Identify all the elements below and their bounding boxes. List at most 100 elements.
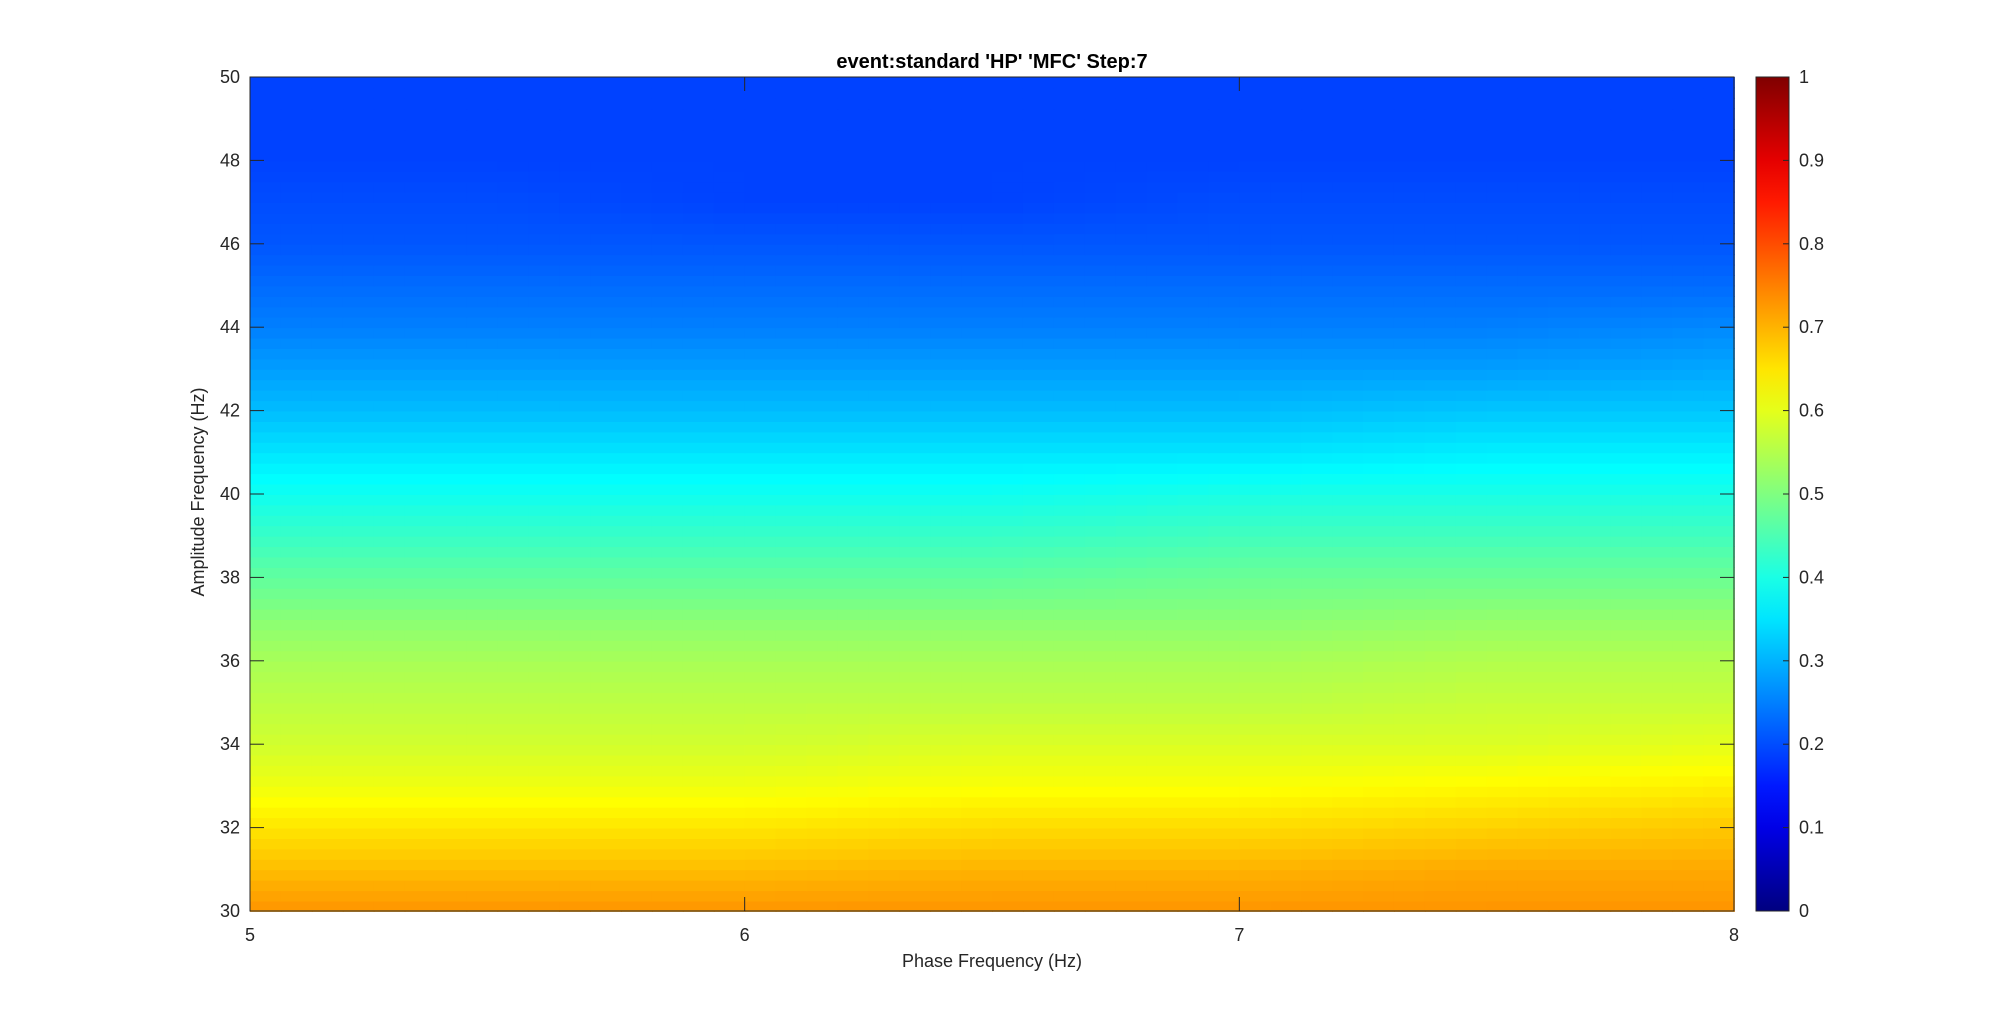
heatmap-cell — [899, 639, 932, 652]
heatmap-cell — [1022, 243, 1055, 256]
heatmap-cell — [1486, 452, 1519, 464]
heatmap-cell — [1393, 546, 1426, 558]
heatmap-cell — [497, 129, 530, 141]
heatmap-cell — [1332, 483, 1364, 495]
heatmap-cell — [528, 890, 561, 902]
heatmap-cell — [373, 796, 406, 808]
heatmap-cell — [311, 337, 344, 349]
heatmap-cell — [1208, 546, 1241, 558]
heatmap-cell — [1579, 608, 1612, 620]
heatmap-cell — [404, 900, 437, 912]
heatmap-cell — [1146, 108, 1179, 120]
heatmap-cell — [1703, 389, 1735, 402]
heatmap-cell — [466, 139, 499, 151]
heatmap-cell — [466, 275, 499, 287]
heatmap-cell — [250, 900, 282, 912]
heatmap-cell — [311, 775, 344, 787]
heatmap-cell — [682, 712, 715, 725]
heatmap-cell — [311, 796, 344, 808]
heatmap-cell — [497, 452, 530, 464]
heatmap-cell — [651, 243, 684, 256]
heatmap-cell — [1517, 264, 1550, 276]
heatmap-cell — [837, 316, 870, 329]
heatmap-cell — [1393, 494, 1426, 506]
heatmap-cell — [806, 129, 839, 141]
heatmap-cell — [1486, 566, 1519, 579]
heatmap-cell — [1177, 577, 1210, 589]
heatmap-cell — [1424, 254, 1457, 266]
heatmap-cell — [1053, 170, 1086, 183]
heatmap-cell — [1610, 671, 1643, 683]
heatmap-cell — [435, 139, 468, 151]
heatmap-cell — [1579, 566, 1612, 579]
heatmap-cell — [1455, 692, 1488, 704]
heatmap-cell — [806, 806, 839, 819]
heatmap-cell — [590, 97, 622, 110]
heatmap-cell — [1393, 337, 1426, 349]
heatmap-cell — [930, 285, 962, 297]
heatmap-cell — [1641, 692, 1674, 704]
heatmap-cell — [868, 400, 901, 412]
heatmap-cell — [713, 525, 746, 537]
heatmap-cell — [1455, 535, 1488, 548]
heatmap-cell — [930, 441, 962, 454]
heatmap-cell — [651, 264, 684, 276]
heatmap-cell — [590, 421, 622, 433]
heatmap-cell — [1455, 441, 1488, 454]
heatmap-cell — [1703, 671, 1735, 683]
heatmap-cell — [373, 118, 406, 131]
heatmap-cell — [1239, 556, 1272, 568]
heatmap-cell — [559, 149, 591, 162]
heatmap-cell — [1084, 796, 1117, 808]
heatmap-cell — [1672, 139, 1704, 151]
heatmap-cell — [1641, 660, 1674, 673]
heatmap-cell — [744, 337, 777, 349]
heatmap-cell — [280, 660, 313, 673]
heatmap-cell — [1610, 77, 1643, 89]
heatmap-cell — [1486, 608, 1519, 620]
heatmap-cell — [961, 733, 993, 746]
heatmap-cell — [1610, 97, 1643, 110]
heatmap-cell — [744, 838, 777, 850]
heatmap-cell — [435, 525, 468, 537]
heatmap-cell — [713, 681, 746, 693]
heatmap-cell — [1208, 441, 1241, 454]
heatmap-cell — [528, 431, 561, 443]
heatmap-cell — [280, 295, 313, 308]
heatmap-cell — [961, 181, 993, 193]
heatmap-cell — [682, 858, 715, 871]
heatmap-cell — [1641, 577, 1674, 589]
heatmap-cell — [1177, 785, 1210, 798]
heatmap-cell — [1455, 108, 1488, 120]
heatmap-cell — [1270, 650, 1303, 662]
heatmap-cell — [1022, 379, 1055, 391]
heatmap-cell — [961, 170, 993, 183]
heatmap-cell — [682, 514, 715, 527]
heatmap-cell — [250, 97, 282, 110]
heatmap-cell — [528, 212, 561, 224]
heatmap-cell — [311, 431, 344, 443]
heatmap-cell — [744, 858, 777, 871]
heatmap-cell — [1301, 285, 1333, 297]
heatmap-cell — [1703, 149, 1735, 162]
heatmap-cell — [404, 129, 437, 141]
heatmap-cell — [806, 754, 839, 766]
heatmap-cell — [404, 671, 437, 683]
heatmap-cell — [1053, 692, 1086, 704]
heatmap-cell — [559, 431, 591, 443]
heatmap-cell — [373, 327, 406, 339]
heatmap-cell — [435, 441, 468, 454]
heatmap-cell — [837, 848, 870, 860]
heatmap-cell — [1146, 295, 1179, 308]
heatmap-cell — [1672, 796, 1704, 808]
heatmap-cell — [559, 775, 591, 787]
heatmap-cell — [1084, 712, 1117, 725]
heatmap-cell — [1022, 546, 1055, 558]
heatmap-cell — [1548, 806, 1581, 819]
heatmap-cell — [1177, 452, 1210, 464]
heatmap-cell — [1084, 233, 1117, 245]
heatmap-cell — [1424, 806, 1457, 819]
heatmap-cell — [250, 577, 282, 589]
heatmap-cell — [1641, 858, 1674, 871]
heatmap-cell — [373, 348, 406, 360]
